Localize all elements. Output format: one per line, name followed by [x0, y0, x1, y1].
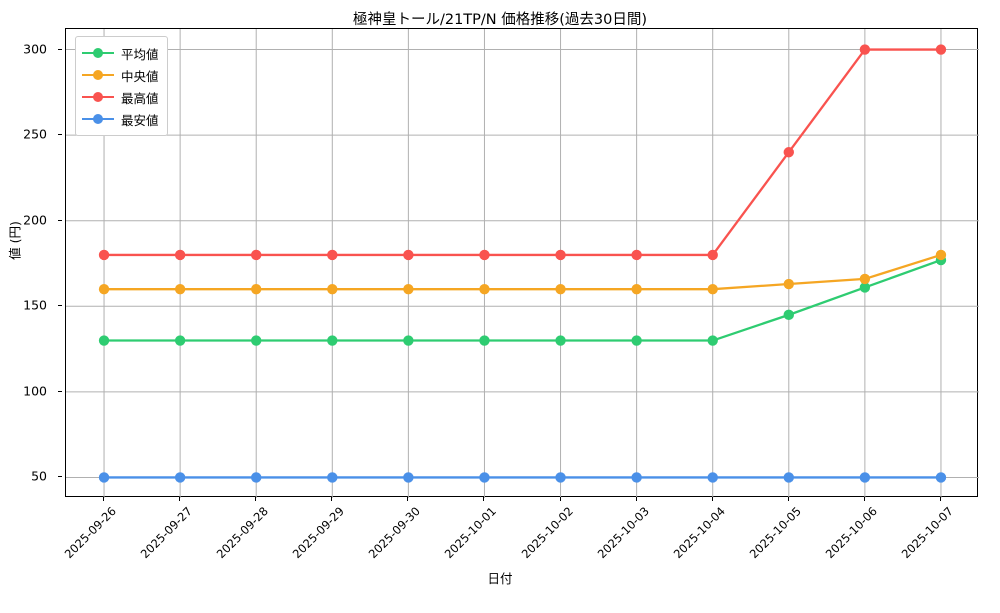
data-point[interactable]	[555, 335, 566, 346]
data-point[interactable]	[707, 283, 718, 295]
data-point[interactable]	[174, 472, 186, 483]
data-point[interactable]	[251, 335, 262, 346]
data-point[interactable]	[783, 147, 794, 158]
data-point[interactable]	[327, 249, 338, 261]
legend-label: 最高値	[121, 90, 159, 106]
data-point[interactable]	[98, 283, 110, 295]
legend-swatch-icon	[82, 90, 114, 104]
x-tick-mark	[179, 497, 181, 501]
data-point[interactable]	[859, 44, 871, 55]
y-tick-label: 100	[23, 383, 47, 399]
y-tick-label: 50	[31, 468, 47, 484]
legend-item-0[interactable]: 平均値	[82, 42, 159, 64]
chart-legend: 平均値中央値最高値最安値	[75, 36, 168, 136]
data-point[interactable]	[783, 472, 794, 483]
plot-area	[65, 28, 979, 498]
data-point[interactable]	[859, 273, 871, 285]
data-point[interactable]	[783, 278, 794, 290]
x-tick-mark	[103, 497, 105, 501]
x-tick-mark	[331, 497, 333, 501]
data-point[interactable]	[403, 283, 414, 295]
x-axis-label: 日付	[487, 571, 513, 586]
y-tick-mark	[58, 305, 62, 307]
legend-swatch-icon	[82, 112, 114, 126]
y-tick-mark	[58, 219, 62, 221]
legend-item-3[interactable]: 最安値	[82, 108, 159, 130]
data-point[interactable]	[479, 472, 490, 483]
y-tick-mark	[58, 48, 62, 50]
gridlines	[66, 29, 979, 498]
legend-label: 平均値	[121, 46, 159, 62]
y-tick-mark	[58, 390, 62, 392]
x-tick-mark	[863, 497, 865, 501]
chart-figure: 極神皇トール/21TP/N 価格推移(過去30日間) 値 (円) 50 100 15…	[0, 12, 979, 586]
legend-swatch-icon	[82, 68, 114, 82]
data-point[interactable]	[327, 335, 338, 346]
data-point[interactable]	[98, 472, 110, 483]
data-point[interactable]	[251, 283, 262, 295]
data-point[interactable]	[174, 335, 186, 346]
data-point[interactable]	[707, 472, 718, 483]
data-point[interactable]	[174, 249, 186, 261]
y-tick-label: 300	[23, 41, 47, 57]
data-point[interactable]	[403, 472, 414, 483]
legend-item-2[interactable]: 最高値	[82, 86, 159, 108]
y-tick-label: 150	[23, 297, 47, 313]
data-point[interactable]	[707, 335, 718, 346]
chart-title: 極神皇トール/21TP/N 価格推移(過去30日間)	[352, 12, 648, 28]
data-point[interactable]	[555, 472, 566, 483]
legend-swatch-icon	[82, 46, 114, 60]
x-tick-mark	[787, 497, 789, 501]
data-point[interactable]	[327, 283, 338, 295]
y-tick-mark	[58, 476, 62, 478]
data-point[interactable]	[403, 335, 414, 346]
data-point[interactable]	[707, 249, 718, 261]
data-point[interactable]	[403, 249, 414, 261]
x-tick-mark	[939, 497, 941, 501]
data-point[interactable]	[859, 282, 871, 293]
series-line-1	[102, 253, 943, 291]
data-point[interactable]	[479, 335, 490, 346]
legend-label: 中央値	[121, 68, 159, 84]
series-line-2	[102, 48, 943, 257]
data-point[interactable]	[251, 249, 262, 261]
data-point[interactable]	[555, 249, 566, 261]
data-point[interactable]	[631, 283, 642, 295]
y-tick-mark	[58, 134, 62, 136]
data-point[interactable]	[631, 249, 642, 261]
data-point[interactable]	[783, 309, 794, 321]
legend-label: 最安値	[121, 112, 159, 128]
data-point[interactable]	[935, 44, 947, 55]
x-tick-mark	[559, 497, 561, 501]
data-point[interactable]	[174, 283, 186, 295]
x-tick-mark	[635, 497, 637, 501]
x-tick-mark	[255, 497, 257, 501]
data-point[interactable]	[555, 283, 566, 295]
y-axis-ticks: 50 100 150 200 250 300	[0, 28, 62, 497]
data-point[interactable]	[251, 472, 262, 483]
x-tick-mark	[483, 497, 485, 501]
x-tick-mark	[711, 497, 713, 501]
legend-item-1[interactable]: 中央値	[82, 64, 159, 86]
x-axis-ticks: 2025-09-26 2025-09-27 2025-09-28 2025-09-29…	[62, 497, 978, 567]
data-point[interactable]	[98, 249, 110, 261]
data-point[interactable]	[98, 335, 110, 346]
data-point[interactable]	[935, 472, 947, 483]
series-layer	[98, 44, 947, 483]
x-tick-mark	[407, 497, 409, 501]
series-line-0	[102, 258, 943, 342]
data-point[interactable]	[859, 472, 871, 483]
data-point[interactable]	[479, 283, 490, 295]
y-tick-label: 250	[23, 126, 47, 142]
data-point[interactable]	[479, 249, 490, 261]
data-point[interactable]	[327, 472, 338, 483]
y-tick-label: 200	[23, 212, 47, 228]
data-point[interactable]	[631, 472, 642, 483]
plot-svg	[66, 29, 979, 498]
data-point[interactable]	[631, 335, 642, 346]
data-point[interactable]	[935, 249, 947, 261]
